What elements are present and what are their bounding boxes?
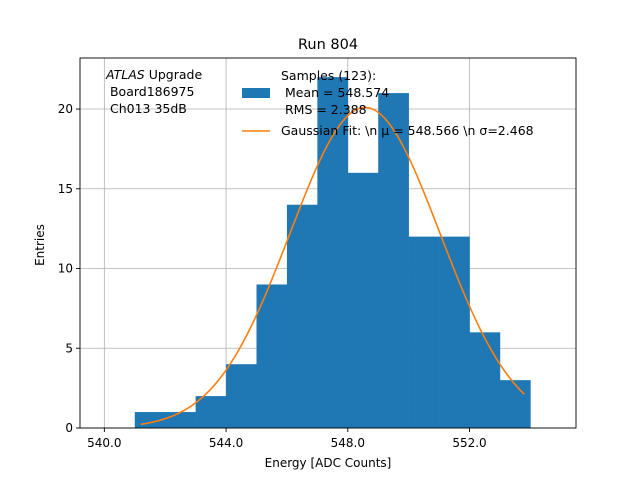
legend-fit-label: Gaussian Fit: \n μ = 548.566 \n σ=2.468 — [281, 123, 534, 138]
histogram-bar-9 — [408, 236, 440, 428]
annotation-atlas: ATLAS — [105, 67, 145, 82]
legend-mean-label: Mean = 548.574 — [281, 85, 389, 100]
histogram-bar-1 — [165, 412, 196, 428]
y-tick-label-0: 0 — [65, 421, 73, 435]
x-tick-label-0: 540.0 — [87, 436, 121, 450]
histogram-bar-5 — [286, 204, 318, 428]
plot-frame — [79, 57, 577, 429]
x-axis-ticks: 540.0 544.0 548.0 552.0 — [87, 428, 487, 450]
x-tick-label-2: 548.0 — [331, 436, 365, 450]
histogram-bar-2 — [195, 396, 227, 428]
annotation-upgrade: Upgrade — [145, 67, 203, 82]
gaussian-fit-curve — [140, 106, 525, 426]
legend-rms-label: RMS = 2.388 — [281, 102, 367, 117]
y-axis-ticks: 0 5 10 15 20 — [58, 102, 80, 435]
y-tick-label-3: 15 — [58, 182, 73, 196]
x-axis-label: Energy [ADC Counts] — [265, 456, 392, 470]
atlas-annotation: ATLAS Upgrade Board186975 Ch013 35dB — [105, 67, 202, 116]
y-tick-label-1: 5 — [65, 341, 73, 355]
chart-title: Run 804 — [298, 37, 358, 53]
histogram-bar-7 — [347, 172, 379, 428]
y-tick-label-4: 20 — [58, 102, 73, 116]
annotation-channel: Ch013 35dB — [106, 101, 187, 116]
histogram-bar-4 — [256, 284, 288, 428]
legend-histogram-swatch — [242, 88, 270, 98]
annotation-board: Board186975 — [106, 84, 194, 99]
histogram-bar-12 — [499, 380, 531, 428]
legend: Samples (123): Mean = 548.574 RMS = 2.38… — [242, 68, 534, 138]
x-tick-label-1: 544.0 — [209, 436, 243, 450]
legend-samples-label: Samples (123): — [281, 68, 376, 83]
histogram-bar-11 — [469, 332, 501, 428]
histogram-bar-10 — [439, 236, 470, 428]
svg-text:ATLAS Upgrade: ATLAS Upgrade — [105, 67, 202, 82]
histogram-bars — [134, 77, 531, 428]
x-tick-label-3: 552.0 — [452, 436, 486, 450]
histogram-bar-3 — [226, 364, 257, 428]
histogram-bar-8 — [378, 93, 409, 428]
y-tick-label-2: 10 — [58, 262, 73, 276]
y-axis-label: Entries — [33, 224, 47, 266]
